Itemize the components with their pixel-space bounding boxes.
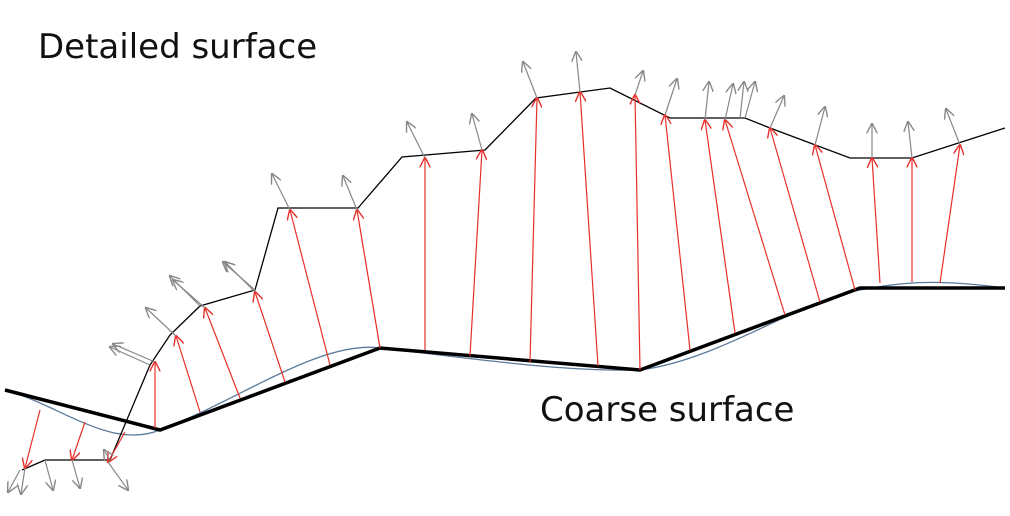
normal-arrow (634, 71, 643, 96)
displacement-arrow (665, 115, 691, 351)
displacement-arrow (290, 210, 331, 366)
normal-arrow (104, 450, 110, 460)
displacement-arrow (635, 95, 641, 371)
displacement-arrow (357, 210, 381, 349)
normal-arrow (724, 84, 733, 121)
smooth-curve (4, 281, 1006, 436)
normal-arrow (343, 176, 358, 211)
displacement-arrow (176, 336, 201, 413)
displacement-arrow (705, 120, 736, 334)
normal-arrow (814, 107, 825, 146)
displacement-arrow (529, 98, 537, 363)
displacement-arrow (725, 120, 786, 316)
normal-arrow (664, 79, 677, 116)
normal-arrow (170, 276, 201, 307)
displacement-arrow (939, 145, 960, 284)
normal-arrow (272, 174, 291, 211)
normal-arrow (8, 469, 21, 492)
displacement-arrow (25, 409, 41, 468)
displacement-arrow (72, 421, 86, 460)
normal-arrow (71, 459, 80, 488)
coarse-label: Coarse surface (540, 390, 794, 430)
normal-arrow (744, 82, 755, 119)
coarse-surface (4, 286, 1005, 432)
normal-arrow (44, 459, 53, 490)
normal-arrow (110, 347, 151, 366)
displacement-arrow (255, 292, 286, 383)
normal-arrow (769, 96, 784, 129)
arrows (8, 52, 960, 494)
detailed-label: Detailed surface (38, 27, 317, 67)
normal-arrow (472, 114, 483, 151)
normal-arrow (705, 82, 709, 121)
normal-arrow (740, 82, 744, 119)
displacement-arrow (108, 431, 126, 462)
displacement-arrow (770, 128, 821, 303)
normal-arrow (21, 467, 25, 494)
normal-arrow (407, 122, 426, 159)
normal-arrow (576, 52, 580, 93)
normal-arrow (107, 461, 128, 490)
normal-arrow (223, 262, 256, 291)
normal-arrow (908, 122, 912, 159)
normal-arrow (523, 62, 538, 99)
normal-arrow (113, 344, 156, 363)
displacement-arrow (872, 158, 881, 284)
detailed-surface (21, 87, 1006, 471)
displacement-arrow (580, 92, 599, 367)
displacement-arrow (205, 308, 241, 399)
displacement-arrow (815, 145, 856, 291)
normal-arrow (946, 109, 961, 146)
normal-arrow (146, 308, 177, 337)
displacement-arrow (469, 150, 482, 357)
